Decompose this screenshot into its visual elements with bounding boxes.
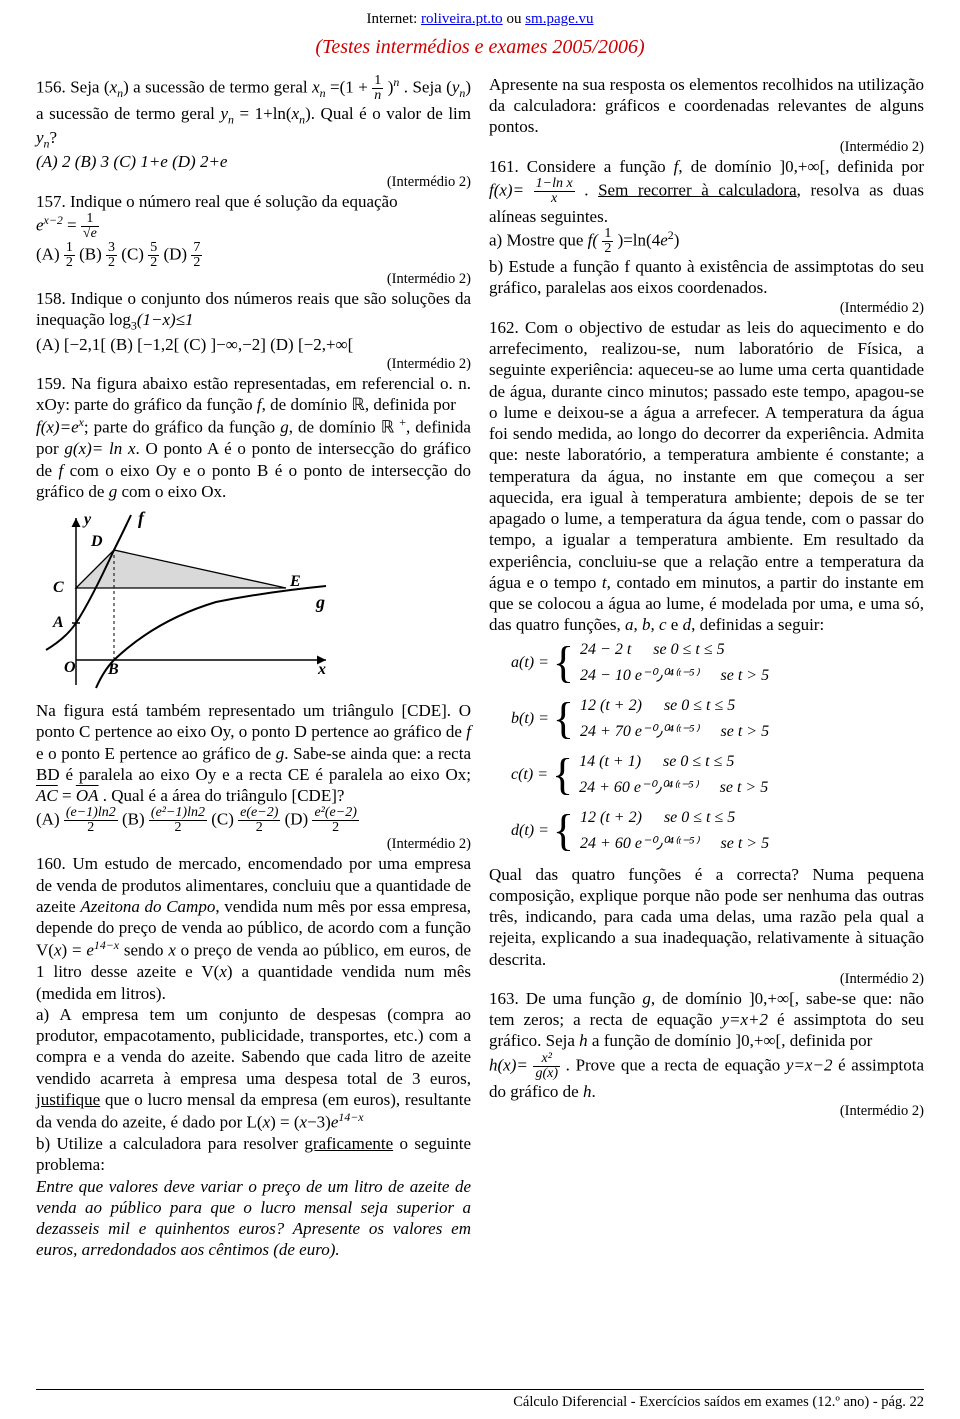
header-internet: Internet: roliveira.pt.to ou sm.page.vu <box>36 10 924 29</box>
q160: 160. Um estudo de mercado, encomendado p… <box>36 853 471 1003</box>
label: Internet: <box>366 11 421 27</box>
q157-options: (A) 12 (B) 32 (C) 52 (D) 72 <box>36 241 471 270</box>
fn-a: a(t) ={ 24 − 2 tse 0 ≤ t ≤ 5 24 − 10 e⁻⁰… <box>511 640 924 686</box>
q158-options: (A) [−2,1[ (B) [−1,2[ (C) ]−∞,−2] (D) [−… <box>36 334 471 355</box>
q156: 156. Seja (xn) a sucessão de termo geral… <box>36 74 471 152</box>
svg-text:f: f <box>138 510 146 528</box>
fn-d: d(t) ={ 12 (t + 2)se 0 ≤ t ≤ 5 24 + 60 e… <box>511 808 924 854</box>
right-top: Apresente na sua resposta os elementos r… <box>489 74 924 138</box>
q161b: b) Estude a função f quanto à existência… <box>489 256 924 299</box>
q162-p2: Qual das quatro funções é a correcta? Nu… <box>489 864 924 970</box>
q159-options: (A) (e−1)ln22 (B) (e²−1)ln22 (C) e(e−2)2… <box>36 806 471 835</box>
q161: 161. Considere a função f, de domínio ]0… <box>489 156 924 228</box>
svg-text:C: C <box>53 579 64 596</box>
page: Internet: roliveira.pt.to ou sm.page.vu … <box>0 0 960 1419</box>
q156-options: (A) 2 (B) 3 (C) 1+e (D) 2+e <box>36 151 471 172</box>
fn-b: b(t) ={ 12 (t + 2)se 0 ≤ t ≤ 5 24 + 70 e… <box>511 696 924 742</box>
svg-text:g: g <box>315 592 325 612</box>
label: ou <box>503 11 526 27</box>
q163: 163. De uma função g, de domínio ]0,+∞[,… <box>489 988 924 1052</box>
link-smpage[interactable]: sm.page.vu <box>525 11 593 27</box>
tag: (Intermédio 2) <box>36 355 471 373</box>
q161a: a) Mostre que f( 12 )=ln(4e2) <box>489 227 924 256</box>
frac-rhs: 1√e <box>81 212 99 241</box>
q160a: a) A empresa tem um conjunto de despesas… <box>36 1004 471 1133</box>
q159-figure: O B A C D E f g x y <box>36 510 336 690</box>
section-title: (Testes intermédios e exames 2005/2006) <box>36 35 924 60</box>
page-footer: Cálculo Diferencial - Exercícios saídos … <box>36 1389 924 1411</box>
q159-p2: Na figura está também representado um tr… <box>36 700 471 806</box>
q159-p1: 159. Na figura abaixo estão representada… <box>36 373 471 416</box>
tag: (Intermédio 2) <box>489 138 924 156</box>
tag: (Intermédio 2) <box>489 970 924 988</box>
svg-text:E: E <box>289 573 301 590</box>
tag: (Intermédio 2) <box>36 835 471 853</box>
q163-hx: h(x)= x²g(x) . Prove que a recta de equa… <box>489 1052 924 1102</box>
frac-1-n: 1n <box>372 74 383 103</box>
svg-text:x: x <box>317 661 326 678</box>
link-roliveira[interactable]: roliveira.pt.to <box>421 11 503 27</box>
two-columns: 156. Seja (xn) a sucessão de termo geral… <box>36 74 924 1261</box>
q159-defs: f(x)=ex; parte do gráfico da função g, d… <box>36 415 471 502</box>
q157: 157. Indique o número real que é solução… <box>36 191 471 212</box>
q160-italic: Entre que valores deve variar o preço de… <box>36 1176 471 1261</box>
svg-text:O: O <box>64 659 76 676</box>
left-column: 156. Seja (xn) a sucessão de termo geral… <box>36 74 471 1261</box>
tag: (Intermédio 2) <box>36 173 471 191</box>
tag: (Intermédio 2) <box>36 270 471 288</box>
tag: (Intermédio 2) <box>489 1102 924 1120</box>
q160b: b) Utilize a calculadora para resolver g… <box>36 1133 471 1176</box>
fn-c: c(t) ={ 14 (t + 1)se 0 ≤ t ≤ 5 24 + 60 e… <box>511 752 924 798</box>
svg-text:B: B <box>107 661 119 678</box>
tag: (Intermédio 2) <box>489 299 924 317</box>
q157-eq: ex−2 = 1√e <box>36 212 471 241</box>
svg-text:A: A <box>52 614 64 631</box>
q162: 162. Com o objectivo de estudar as leis … <box>489 317 924 636</box>
svg-text:D: D <box>90 533 103 550</box>
right-column: Apresente na sua resposta os elementos r… <box>489 74 924 1261</box>
q158: 158. Indique o conjunto dos números reai… <box>36 288 471 334</box>
svg-text:y: y <box>82 511 92 528</box>
